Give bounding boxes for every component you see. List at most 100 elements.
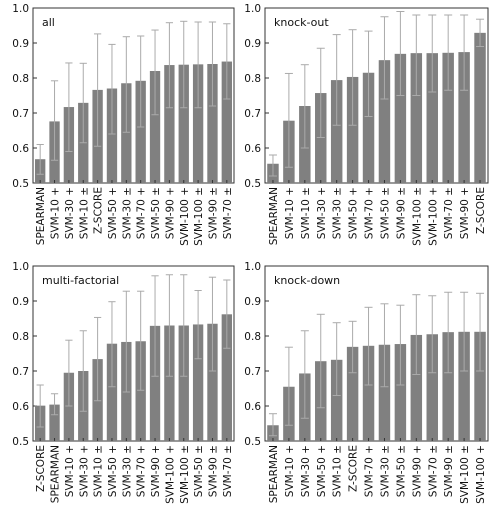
y-tick-label: 1.0	[12, 3, 29, 15]
bar	[221, 61, 232, 183]
bar	[63, 372, 75, 441]
x-tick-label: SVM-30 +	[316, 187, 328, 239]
plot-frame	[32, 265, 235, 442]
y-tick-label: 0.9	[12, 38, 29, 50]
x-tick-label: SVM-70 +	[364, 187, 376, 239]
bar	[346, 76, 359, 183]
bar	[394, 344, 407, 441]
bar	[474, 32, 486, 183]
bar	[121, 83, 132, 183]
plot-frame	[264, 265, 489, 442]
bar	[192, 64, 204, 183]
x-tick-label: SVM-10 ±	[78, 187, 90, 239]
x-tick-label: SVM-10 ±	[93, 445, 105, 497]
x-tick-label: SVM-90 ±	[443, 445, 455, 497]
panel-title-multi-factorial: multi-factorial	[42, 274, 119, 287]
y-tick-label: 0.5	[12, 178, 29, 190]
bar	[315, 93, 327, 183]
x-tick-label: SVM-50 ±	[395, 445, 407, 497]
bar	[207, 323, 218, 441]
bar	[164, 65, 175, 183]
y-tick-label: 0.7	[244, 108, 261, 120]
x-tick-label: SVM-10 ±	[300, 187, 312, 239]
x-tick-label: SVM-30 +	[78, 445, 90, 497]
bar	[442, 332, 454, 441]
x-tick-label: SVM-50 +	[107, 445, 119, 497]
bar	[458, 331, 470, 441]
x-tick-label: SPEARMAN	[268, 187, 280, 245]
x-tick-label: SVM-30 +	[64, 187, 76, 239]
x-tick-label: SVM-70 +	[136, 187, 148, 239]
bar	[410, 334, 423, 441]
x-tick-label: SVM-90 +	[411, 445, 423, 497]
bar	[207, 64, 218, 183]
x-tick-label: SVM-30 ±	[332, 187, 344, 239]
x-tick-label: SVM-70 ±	[222, 187, 234, 239]
x-tick-label: SVM-10 ±	[332, 445, 344, 497]
x-tick-label: SPEARMAN	[35, 187, 47, 245]
bar	[378, 344, 391, 441]
y-tick-label: 0.6	[12, 401, 29, 413]
y-tick-label: 0.5	[244, 178, 261, 190]
bar	[330, 80, 343, 183]
x-tick-label: SVM-50 ±	[193, 445, 205, 497]
x-tick-label: SVM-90 +	[459, 187, 471, 239]
x-tick-label: SVM-70 +	[364, 445, 376, 497]
bar	[426, 334, 438, 441]
bar	[442, 52, 454, 183]
x-tick-label: SVM-100 +	[427, 187, 439, 246]
x-tick-label: SVM-90 ±	[207, 445, 219, 497]
plot-frame	[32, 7, 235, 184]
y-tick-label: 0.5	[244, 436, 261, 448]
bar	[135, 80, 146, 183]
panel-title-knock-out: knock-out	[274, 16, 329, 29]
bar	[426, 53, 438, 184]
x-tick-label: SVM-30 ±	[121, 445, 133, 497]
x-tick-label: SVM-100 ±	[411, 187, 423, 246]
x-tick-label: SVM-100 ±	[193, 187, 205, 246]
bar	[378, 60, 391, 183]
x-tick-label: SVM-50 +	[348, 187, 360, 239]
y-tick-label: 0.9	[12, 296, 29, 308]
x-tick-label: SVM-10 +	[284, 445, 296, 497]
y-tick-label: 0.6	[12, 143, 29, 155]
bar	[149, 325, 161, 441]
x-tick-label: SVM-100 +	[179, 187, 191, 246]
x-tick-label: SVM-50 +	[316, 445, 328, 497]
bar	[106, 343, 118, 441]
bar	[221, 314, 232, 441]
x-tick-label: SVM-50 +	[107, 187, 119, 239]
bar	[362, 345, 375, 441]
y-tick-label: 0.8	[12, 73, 29, 85]
x-tick-label: SVM-50 ±	[150, 187, 162, 239]
x-tick-label: SPEARMAN	[268, 445, 280, 503]
y-tick-label: 0.8	[12, 331, 29, 343]
bar	[330, 359, 343, 441]
y-tick-label: 1.0	[244, 3, 261, 15]
bar	[362, 72, 375, 183]
x-tick-label: SVM-10 +	[64, 445, 76, 497]
y-tick-label: 0.8	[244, 331, 261, 343]
bar	[346, 346, 359, 441]
x-tick-label: SVM-10 +	[284, 187, 296, 239]
y-tick-label: 1.0	[12, 261, 29, 273]
bar	[149, 71, 161, 183]
x-tick-label: SVM-90 +	[150, 445, 162, 497]
y-tick-label: 0.9	[244, 38, 261, 50]
bar	[474, 331, 486, 441]
y-tick-label: 0.5	[12, 436, 29, 448]
y-tick-label: 0.8	[244, 73, 261, 85]
panel-knock-down: 0.5 0.6 0.7 0.8 0.9 1.0 knock-down SPEARMAN SVM-…	[244, 261, 489, 504]
x-tick-label: SVM-70 +	[136, 445, 148, 497]
x-tick-label: Z-SCORE	[348, 445, 360, 492]
bar	[192, 324, 204, 441]
x-tick-label: SVM-70 ±	[222, 445, 234, 497]
y-tick-label: 0.7	[12, 366, 29, 378]
x-tick-label: Z-SCORE	[475, 187, 487, 234]
bar	[106, 88, 118, 183]
x-tick-label: SVM-100 ±	[459, 445, 471, 504]
y-tick-label: 1.0	[244, 261, 261, 273]
y-tick-label: 0.6	[244, 143, 261, 155]
